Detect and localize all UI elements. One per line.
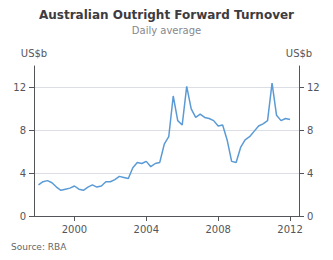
svg-text:4: 4 [20, 168, 26, 179]
svg-text:8: 8 [20, 125, 26, 136]
svg-text:4: 4 [307, 168, 313, 179]
svg-text:2012: 2012 [277, 224, 302, 235]
svg-text:2000: 2000 [62, 224, 87, 235]
svg-text:2008: 2008 [205, 224, 230, 235]
svg-text:8: 8 [307, 125, 313, 136]
svg-text:US$b: US$b [286, 48, 312, 59]
svg-text:12: 12 [13, 82, 26, 93]
svg-text:US$b: US$b [21, 48, 47, 59]
svg-text:0: 0 [307, 211, 313, 222]
svg-text:Source: RBA: Source: RBA [11, 242, 67, 252]
svg-text:Australian Outright Forward Tu: Australian Outright Forward Turnover [39, 8, 294, 22]
svg-text:0: 0 [20, 211, 26, 222]
svg-text:12: 12 [307, 82, 320, 93]
svg-text:2004: 2004 [134, 224, 159, 235]
svg-text:Daily average: Daily average [132, 25, 201, 36]
